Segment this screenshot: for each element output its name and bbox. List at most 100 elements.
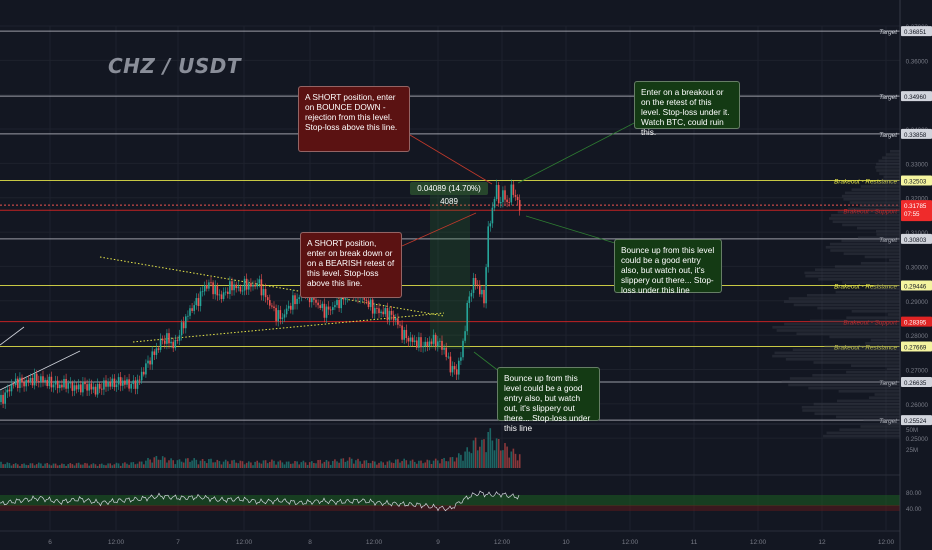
- volume-profile-bar: [793, 303, 900, 307]
- volume-profile-bar: [843, 198, 900, 201]
- volume-profile-bar: [860, 262, 900, 265]
- candle-body: [317, 302, 319, 306]
- candle-body: [25, 379, 27, 387]
- level-tag-bg: [901, 175, 932, 186]
- candle-body: [493, 199, 496, 208]
- candle-body: [50, 376, 53, 388]
- volume-bar: [359, 461, 361, 468]
- candle-body: [149, 360, 151, 365]
- volume-bar: [170, 458, 172, 468]
- rsi-tick: 80.00: [906, 490, 922, 497]
- volume-profile-bar: [792, 348, 900, 351]
- volume-bar: [203, 461, 206, 468]
- volume-bar: [63, 463, 65, 468]
- volume-bar: [271, 459, 273, 468]
- volume-profile-bar: [865, 342, 900, 345]
- volume-profile-bar: [823, 434, 900, 438]
- price-axis[interactable]: 0.370000.360000.350000.340000.330000.320…: [899, 0, 932, 550]
- volume-bar: [512, 448, 515, 468]
- candle-body: [73, 385, 76, 391]
- volume-bar: [227, 461, 229, 468]
- volume-bar: [506, 446, 508, 468]
- annotation-long-mid[interactable]: Bounce up from this level could be a goo…: [614, 239, 722, 295]
- volume-bar: [348, 457, 351, 468]
- candle-body: [445, 347, 447, 357]
- annotation-short-top[interactable]: A SHORT position, enter on BOUNCE DOWN -…: [298, 86, 410, 152]
- candle-body: [19, 377, 21, 389]
- candle-body: [502, 190, 504, 203]
- volume-profile-bar: [829, 217, 900, 220]
- level-tag-bg: [901, 280, 932, 291]
- candle-body: [35, 373, 38, 382]
- candle-body: [86, 384, 88, 391]
- volume-profile-bar: [830, 249, 900, 252]
- candle-body: [61, 384, 63, 388]
- time-axis[interactable]: 6 12:00 7 12:00 8 12:00 9 12:00 10 12:00 11 12:00 12…: [48, 539, 894, 546]
- candle-body: [210, 282, 212, 284]
- volume-bar: [374, 461, 376, 468]
- volume-profile-bar: [774, 351, 900, 355]
- volume-profile-bar: [841, 239, 900, 243]
- candle-body: [14, 378, 17, 386]
- volume-profile-bar: [806, 294, 900, 297]
- volume-bar: [434, 458, 437, 468]
- candle-body: [245, 278, 248, 290]
- volume-bar: [474, 437, 477, 468]
- candle-body: [441, 340, 443, 350]
- candle-body: [464, 331, 466, 341]
- annotation-long-low[interactable]: Bounce up from this level could be a goo…: [497, 367, 600, 433]
- volume-bar: [306, 464, 309, 468]
- candle-body: [325, 306, 328, 318]
- rsi-indicator: [0, 490, 900, 512]
- candle-body: [334, 305, 336, 308]
- volume-bar: [27, 465, 30, 468]
- volume-bar: [44, 463, 46, 468]
- volume-bar: [96, 466, 99, 468]
- volume-bar: [294, 461, 296, 468]
- volume-bar: [392, 463, 395, 468]
- candle-body: [439, 340, 441, 342]
- volume-bar: [105, 465, 107, 468]
- volume-bar: [323, 461, 326, 468]
- volume-bar: [52, 463, 55, 468]
- level-label: Target: [879, 418, 897, 425]
- volume-bar: [185, 458, 187, 468]
- candle-body: [101, 388, 103, 390]
- volume-profile-bar: [842, 223, 900, 227]
- volume-bar: [300, 462, 303, 468]
- candle-body: [220, 294, 223, 300]
- volume-bar: [140, 461, 143, 468]
- candle-body: [151, 351, 153, 365]
- volume-profile-bar: [875, 166, 900, 169]
- volume-bar: [73, 465, 76, 468]
- volume-bar: [222, 461, 225, 468]
- candle-body: [147, 360, 149, 364]
- candle-body: [122, 380, 124, 386]
- volume-profile-bar: [879, 172, 900, 175]
- volume-bar: [409, 460, 412, 468]
- candle-body: [371, 299, 374, 314]
- annotation-short-mid[interactable]: A SHORT position, enter on break down or…: [300, 232, 402, 298]
- volume-bar: [273, 460, 275, 468]
- candle-body: [367, 300, 370, 308]
- rsi-line: [0, 490, 520, 512]
- volume-bar: [266, 463, 269, 468]
- candle-body: [90, 383, 93, 390]
- annotation-long-top[interactable]: Enter on a breakout or on the retest of …: [634, 81, 740, 137]
- candle-body: [472, 277, 475, 293]
- candle-body: [67, 382, 69, 389]
- time-tick: 8: [308, 539, 312, 546]
- candle-body: [397, 318, 399, 325]
- level-tag: 0.25524: [904, 418, 927, 425]
- candle-body: [476, 284, 479, 286]
- volume-bar: [416, 463, 418, 468]
- level-label: Target: [879, 94, 897, 101]
- volume-profile-bar: [839, 428, 900, 431]
- candle-body: [239, 286, 242, 292]
- volume-bar: [264, 460, 267, 468]
- candle-body: [497, 185, 500, 204]
- candle-body: [208, 282, 210, 289]
- volume-bar: [361, 463, 363, 468]
- volume-bar: [325, 460, 328, 468]
